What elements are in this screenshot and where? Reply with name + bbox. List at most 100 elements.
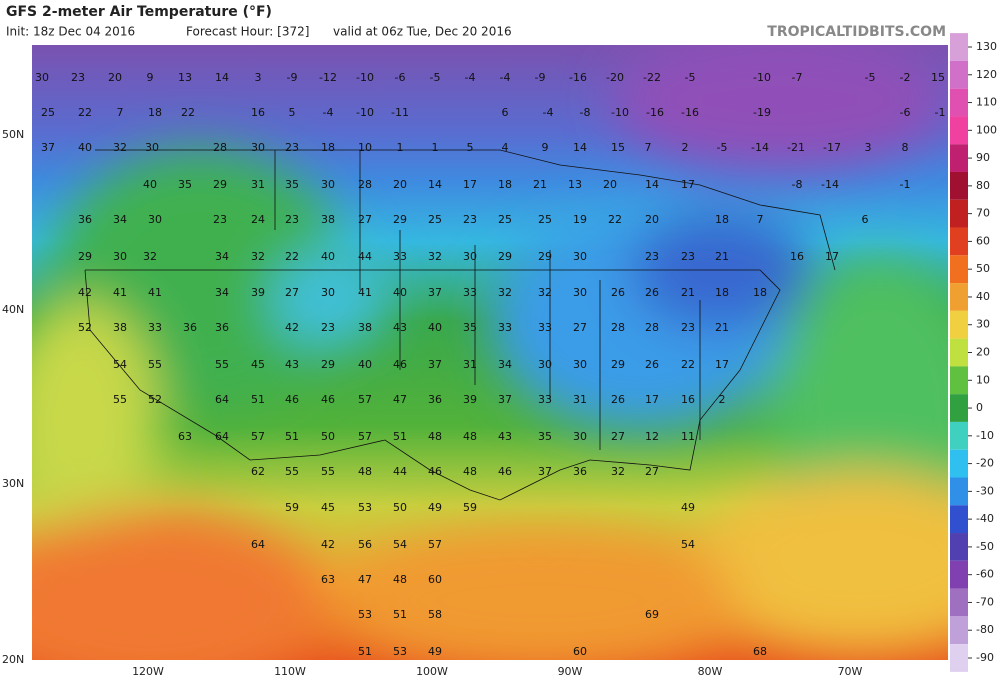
station-value: 35 — [178, 178, 192, 191]
station-value: 50 — [393, 501, 407, 514]
station-value: 47 — [358, 573, 372, 586]
station-value: -4 — [323, 106, 334, 119]
station-value: 53 — [358, 501, 372, 514]
station-value: 39 — [251, 286, 265, 299]
station-value: 2 — [682, 141, 689, 154]
station-value: -4 — [543, 106, 554, 119]
station-value: 18 — [498, 178, 512, 191]
lat-label: 30N — [2, 477, 24, 490]
station-value: 30 — [573, 358, 587, 371]
station-value: 35 — [538, 430, 552, 443]
lon-label: 80W — [698, 665, 723, 678]
colorbar-label: -80 — [976, 623, 994, 636]
station-value: 20 — [108, 71, 122, 84]
station-value: 68 — [753, 645, 767, 658]
colorbar: 1301201101009080706050403020100-10-20-30… — [950, 33, 997, 672]
station-value: 33 — [538, 393, 552, 406]
station-value: 33 — [538, 321, 552, 334]
colorbar-label: 120 — [976, 68, 997, 81]
station-value: 7 — [117, 106, 124, 119]
station-value: 44 — [393, 465, 407, 478]
station-value: 30 — [573, 286, 587, 299]
station-value: 43 — [285, 358, 299, 371]
station-value: 30 — [573, 250, 587, 263]
station-value: 21 — [533, 178, 547, 191]
station-value: -5 — [685, 71, 696, 84]
station-value: 37 — [498, 393, 512, 406]
station-value: 34 — [498, 358, 512, 371]
station-value: 46 — [498, 465, 512, 478]
station-value: 20 — [645, 213, 659, 226]
station-value: 29 — [78, 250, 92, 263]
station-value: 27 — [611, 430, 625, 443]
colorbar-label: -90 — [976, 651, 994, 664]
station-value: 38 — [321, 213, 335, 226]
colorbar-swatch — [950, 366, 968, 395]
station-value: 19 — [573, 213, 587, 226]
station-value: -7 — [792, 71, 803, 84]
station-value: 43 — [498, 430, 512, 443]
station-value: 46 — [393, 358, 407, 371]
colorbar-swatch — [950, 616, 968, 645]
station-value: 49 — [681, 501, 695, 514]
station-value: 55 — [113, 393, 127, 406]
colorbar-label: -50 — [976, 540, 994, 553]
station-value: 41 — [113, 286, 127, 299]
colorbar-swatch — [950, 588, 968, 617]
colorbar-label: 60 — [976, 234, 990, 247]
station-value: 23 — [285, 141, 299, 154]
station-value: 64 — [215, 393, 229, 406]
station-value: 51 — [251, 393, 265, 406]
colorbar-label: -40 — [976, 512, 994, 525]
station-value: 52 — [148, 393, 162, 406]
station-value: 40 — [393, 286, 407, 299]
station-value: 22 — [681, 358, 695, 371]
colorbar-swatch — [950, 533, 968, 561]
colorbar-swatch — [950, 33, 968, 61]
station-value: -5 — [717, 141, 728, 154]
station-value: 46 — [321, 393, 335, 406]
station-value: 12 — [645, 430, 659, 443]
lon-label: 90W — [558, 665, 583, 678]
station-value: 30 — [321, 286, 335, 299]
colorbar-label: -10 — [976, 429, 994, 442]
station-value: 60 — [573, 645, 587, 658]
station-value: -21 — [787, 141, 805, 154]
station-value: 40 — [143, 178, 157, 191]
station-value: 25 — [538, 213, 552, 226]
colorbar-label: 70 — [976, 207, 990, 220]
station-value: 48 — [463, 465, 477, 478]
station-value: 23 — [321, 321, 335, 334]
station-value: 54 — [393, 538, 407, 551]
station-value: 33 — [148, 321, 162, 334]
station-value: 27 — [573, 321, 587, 334]
station-value: 64 — [215, 430, 229, 443]
colorbar-label: 100 — [976, 123, 997, 136]
colorbar-label: 90 — [976, 151, 990, 164]
station-value: 44 — [358, 250, 372, 263]
station-value: 52 — [78, 321, 92, 334]
station-value: 5 — [467, 141, 474, 154]
station-value: 2 — [719, 393, 726, 406]
station-value: 29 — [611, 358, 625, 371]
colorbar-swatch — [950, 199, 968, 228]
station-value: -22 — [643, 71, 661, 84]
station-value: 25 — [428, 213, 442, 226]
colorbar-label: -20 — [976, 457, 994, 470]
station-value: 23 — [645, 250, 659, 263]
colorbar-label: 50 — [976, 262, 990, 275]
station-value: 46 — [428, 465, 442, 478]
station-value: 48 — [358, 465, 372, 478]
station-value: 42 — [321, 538, 335, 551]
station-value: -20 — [606, 71, 624, 84]
colorbar-label: 80 — [976, 179, 990, 192]
colorbar-label: 40 — [976, 290, 990, 303]
station-value: 23 — [681, 321, 695, 334]
station-value: 31 — [573, 393, 587, 406]
station-value: -6 — [395, 71, 406, 84]
station-value: -14 — [751, 141, 769, 154]
station-value: 40 — [78, 141, 92, 154]
station-value: 54 — [681, 538, 695, 551]
station-value: 55 — [285, 465, 299, 478]
station-value: 29 — [213, 178, 227, 191]
